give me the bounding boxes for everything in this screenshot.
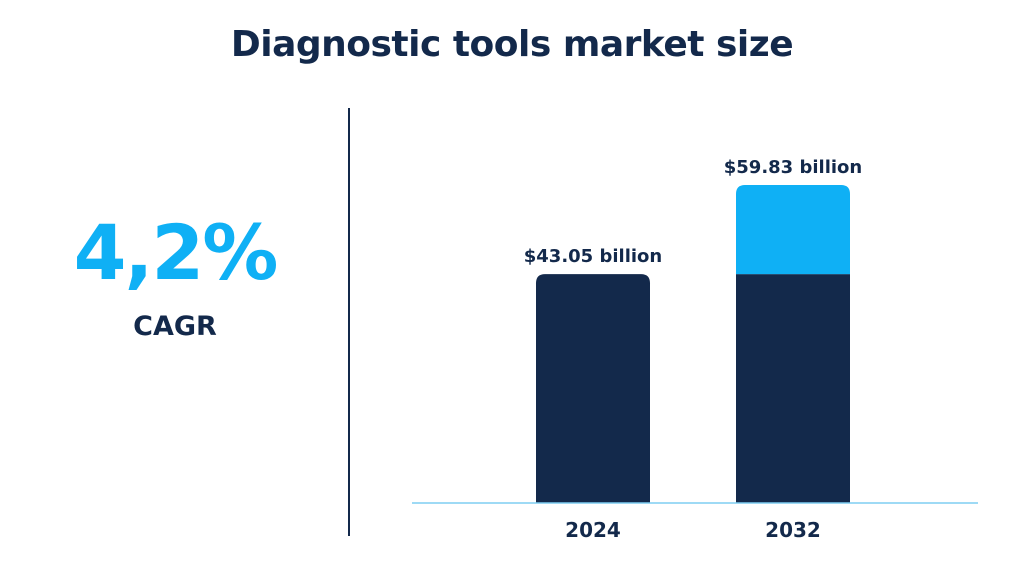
bars-layer: [536, 185, 850, 503]
data-label-2024: $43.05 billion: [524, 246, 662, 267]
vertical-divider: [348, 108, 350, 536]
x-tick-label-2032: 2032: [765, 518, 821, 542]
bar-2032-segment-0: [736, 274, 850, 503]
bar-2032-segment-1: [736, 185, 850, 275]
cagr-panel: 4,2% CAGR: [60, 208, 290, 343]
cagr-label: CAGR: [133, 311, 217, 342]
data-label-2032: $59.83 billion: [724, 157, 862, 178]
labels-layer: $43.05 billion 2024 $59.83 billion 2032: [524, 157, 862, 542]
bar-2024-segment-0: [536, 274, 650, 503]
cagr-value: 4,2%: [73, 208, 279, 297]
page-title: Diagnostic tools market size: [230, 24, 794, 65]
x-tick-label-2024: 2024: [565, 518, 621, 542]
